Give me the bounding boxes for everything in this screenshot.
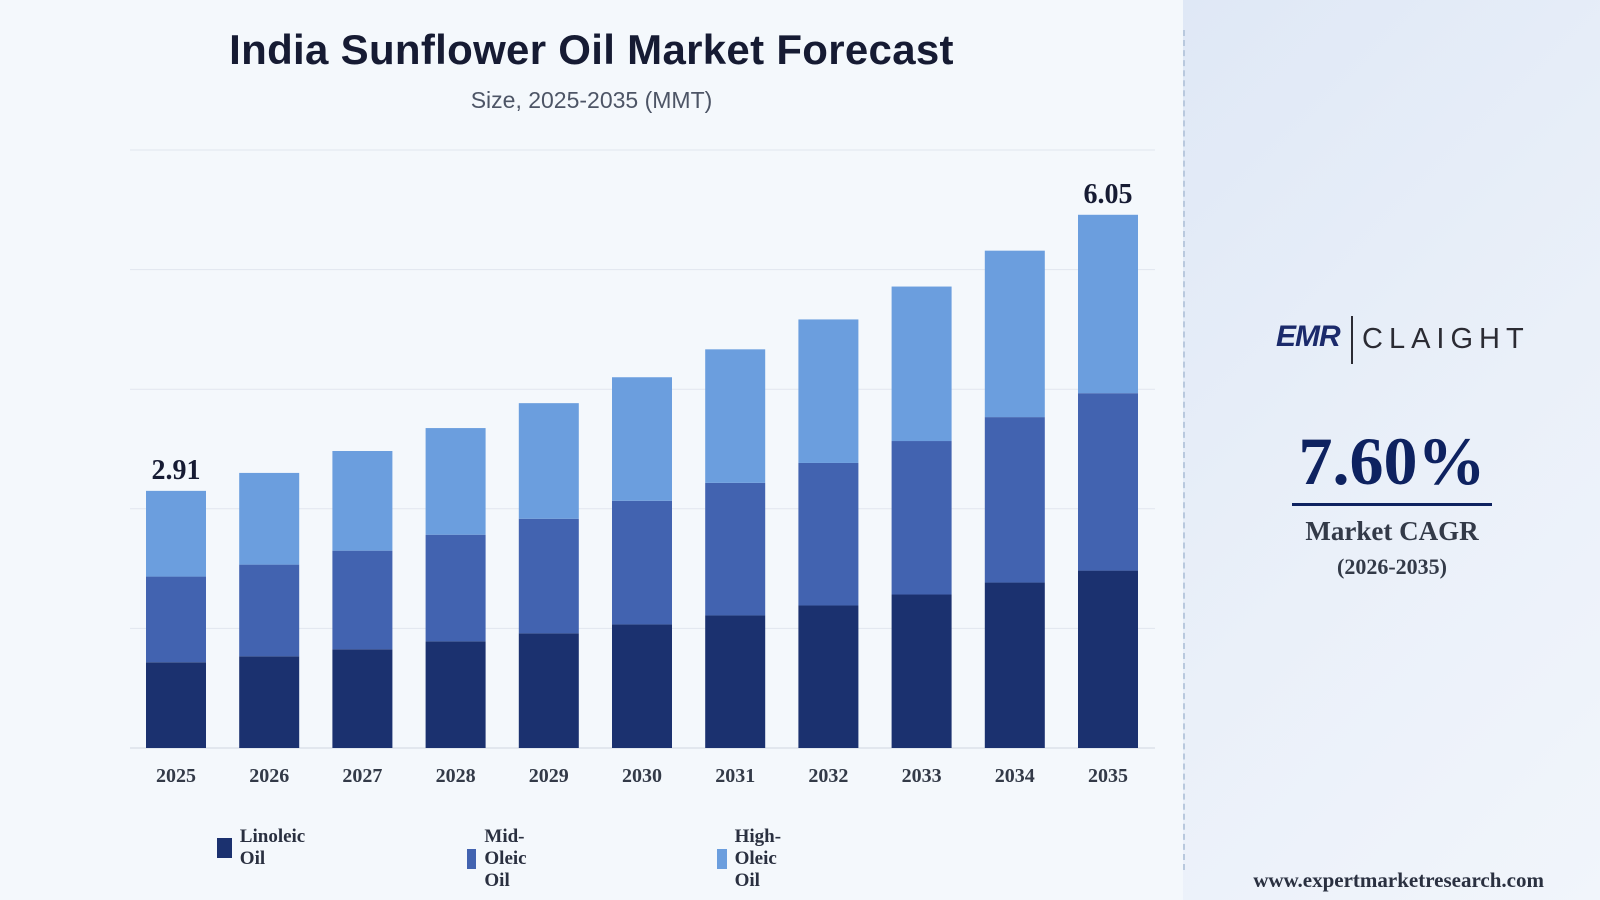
stacked-bar-chart: 2025 2026 2027 2028 2029 2030 2031 2032 2033 2034… <box>130 149 1155 787</box>
bar-segment-2 <box>798 462 859 606</box>
logo-emr-text: EMR <box>1276 320 1341 353</box>
x-tick-label: 2026 <box>249 765 289 787</box>
bar-segment-2 <box>612 500 672 625</box>
bar-segment-2 <box>332 550 393 650</box>
bar-segment-1 <box>146 662 206 748</box>
bar-segment-3 <box>518 403 579 519</box>
legend-item: Mid-Oleic Oil <box>467 826 537 892</box>
x-tick-label: 2032 <box>808 765 848 787</box>
bar-segment-3 <box>146 490 206 577</box>
x-tick-label: 2027 <box>342 765 382 787</box>
legend-swatch <box>717 849 727 869</box>
bar-segment-3 <box>612 377 672 501</box>
logo-claight-text: CLAIGHT <box>1362 323 1530 355</box>
bar-segment-1 <box>984 582 1045 748</box>
panel-divider <box>1183 30 1185 870</box>
chart-title: India Sunflower Oil Market Forecast <box>229 26 954 73</box>
x-tick-label: 2025 <box>156 765 196 787</box>
bar-segment-1 <box>425 641 486 748</box>
cagr-underline <box>1292 503 1492 506</box>
cagr-label: Market CAGR <box>1305 516 1479 546</box>
legend-swatch <box>467 849 477 869</box>
legend-item: High-Oleic Oil <box>717 826 791 892</box>
x-tick-label: 2033 <box>902 765 942 787</box>
bar-segment-1 <box>891 594 952 748</box>
logo-divider <box>1351 316 1353 364</box>
bar-segment-1 <box>332 649 393 748</box>
x-tick-label: 2035 <box>1088 765 1128 787</box>
bar-segment-2 <box>425 534 486 642</box>
bar-segment-2 <box>518 518 579 634</box>
legend-label: High-Oleic Oil <box>734 826 782 891</box>
data-label: 6.05 <box>1084 179 1133 210</box>
cagr-value: 7.60% <box>1298 423 1486 499</box>
bar-segment-2 <box>146 576 206 663</box>
cagr-period: (2026-2035) <box>1337 554 1447 579</box>
bar-segment-2 <box>705 482 766 616</box>
side-panel <box>1183 0 1600 900</box>
bar-segment-3 <box>332 450 393 551</box>
emr-claight-logo: EMR CLAIGHT <box>1262 314 1532 370</box>
bar-segment-3 <box>425 428 486 535</box>
bar-segment-1 <box>239 656 300 748</box>
legend-item: Linoleic Oil <box>217 826 310 870</box>
bar-segment-3 <box>705 349 766 483</box>
legend-swatch <box>217 838 232 858</box>
bar-segment-2 <box>1078 393 1138 571</box>
x-tick-label: 2029 <box>529 765 569 787</box>
bar-segment-3 <box>1078 214 1138 394</box>
x-tick-label: 2028 <box>436 765 476 787</box>
bar-segment-1 <box>798 605 859 748</box>
website-url[interactable]: www.expertmarketresearch.com <box>1253 868 1544 892</box>
bar-segment-1 <box>612 624 672 748</box>
bar-segment-1 <box>518 633 579 748</box>
bar-segment-1 <box>705 615 766 748</box>
data-label: 2.91 <box>152 455 201 486</box>
bar-segment-3 <box>239 472 300 565</box>
bar-segment-2 <box>891 441 952 595</box>
bar-segment-2 <box>984 417 1045 583</box>
bar-segment-3 <box>984 250 1045 418</box>
chart-subtitle: Size, 2025-2035 (MMT) <box>470 87 713 113</box>
bar-segment-2 <box>239 564 300 657</box>
bar-segment-3 <box>798 319 859 463</box>
bar-segment-1 <box>1078 570 1138 748</box>
legend-label: Linoleic Oil <box>239 826 306 869</box>
bar-segment-3 <box>891 286 952 442</box>
x-tick-label: 2034 <box>995 765 1035 787</box>
legend-label: Mid-Oleic Oil <box>484 826 527 891</box>
x-tick-label: 2030 <box>622 765 662 787</box>
x-tick-label: 2031 <box>715 765 755 787</box>
